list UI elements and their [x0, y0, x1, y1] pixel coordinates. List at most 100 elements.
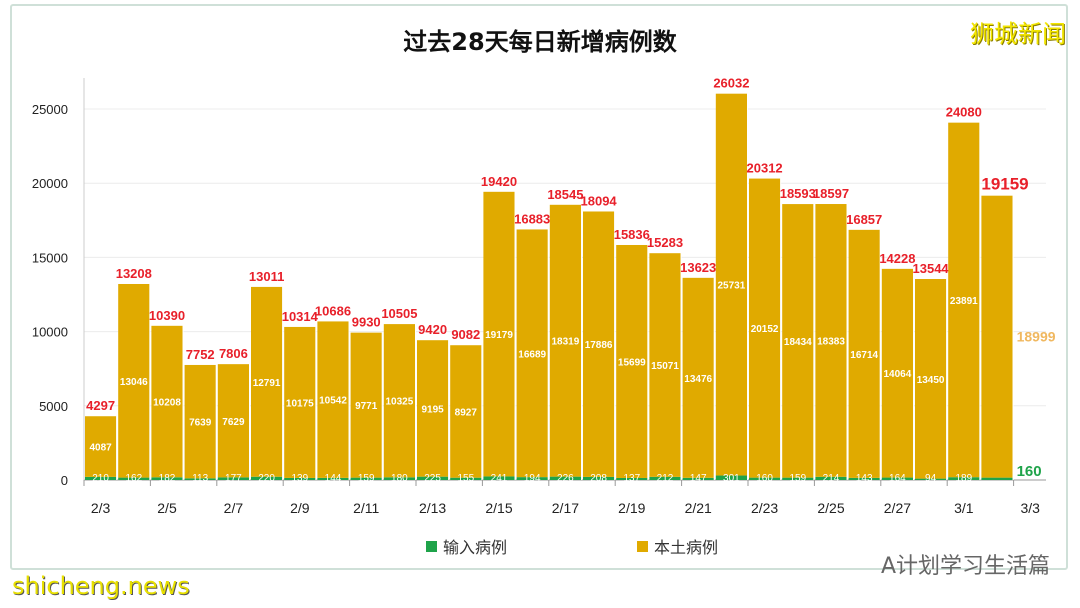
- y-tick-label: 0: [61, 473, 68, 488]
- bar-local: [649, 253, 681, 477]
- bar-imported: [815, 476, 847, 480]
- imported-label: 147: [690, 473, 707, 484]
- bar-local: [483, 191, 515, 477]
- total-label: 7806: [219, 346, 248, 361]
- local-label: 9771: [355, 401, 378, 412]
- y-tick-label: 20000: [32, 176, 68, 191]
- imported-label: 208: [590, 473, 607, 484]
- local-label: 18999: [1017, 329, 1056, 345]
- total-label: 13011: [249, 269, 284, 284]
- total-label: 19420: [481, 174, 517, 189]
- legend-local: 本土病例: [637, 534, 718, 558]
- bar-imported: [483, 476, 515, 480]
- imported-label: 177: [225, 473, 242, 484]
- bar-local: [715, 93, 747, 476]
- bar-imported: [981, 477, 1013, 480]
- bar-imported: [417, 476, 449, 480]
- watermark-account: A计划学习生活篇: [880, 554, 1050, 579]
- total-label: 19159: [981, 175, 1028, 194]
- bar-local: [583, 211, 615, 477]
- local-label: 7639: [189, 418, 212, 429]
- bar-local: [881, 268, 913, 478]
- total-label: 18545: [547, 187, 583, 202]
- imported-label: 113: [192, 473, 208, 484]
- bar-local: [782, 204, 814, 478]
- local-label: 18383: [817, 336, 845, 347]
- bar-local: [682, 277, 714, 478]
- bar-local: [251, 286, 283, 477]
- local-label: 10208: [153, 398, 181, 409]
- x-tick-label: 2/3: [91, 500, 111, 516]
- imported-label: 189: [955, 473, 972, 484]
- bar-local: [815, 204, 847, 477]
- bar-local: [217, 364, 249, 478]
- x-tick-label: 3/1: [954, 500, 974, 516]
- bar-imported: [383, 477, 415, 480]
- bar-local: [749, 178, 781, 478]
- imported-label: 241: [491, 473, 508, 484]
- bar-local: [549, 204, 581, 477]
- bar-imported: [450, 477, 482, 480]
- imported-label: 210: [92, 473, 109, 484]
- total-label: 18597: [813, 186, 849, 201]
- bar-imported: [284, 477, 316, 480]
- bar-imported: [184, 478, 216, 480]
- bar-imported: [85, 476, 117, 480]
- imported-label: 162: [125, 473, 142, 484]
- local-label: 18434: [784, 337, 812, 348]
- total-label: 10686: [315, 303, 351, 318]
- total-label: 4297: [86, 398, 115, 413]
- bar-imported: [948, 477, 980, 480]
- bar-imported: [151, 477, 183, 480]
- bar-imported: [848, 477, 880, 480]
- local-label: 16714: [850, 350, 878, 361]
- local-label: 18319: [551, 337, 579, 348]
- bar-imported: [583, 476, 615, 480]
- legend-label-local: 本土病例: [654, 538, 719, 557]
- imported-label: 160: [756, 473, 773, 484]
- bar-imported: [881, 477, 913, 480]
- imported-label: 214: [823, 473, 840, 484]
- imported-label: 194: [524, 473, 541, 484]
- bar-local: [948, 122, 980, 478]
- x-tick-label: 2/25: [817, 500, 844, 516]
- local-label: 12791: [253, 378, 281, 389]
- imported-label: 159: [358, 473, 375, 484]
- bar-local: [350, 332, 382, 478]
- imported-label: 155: [457, 473, 474, 484]
- total-label: 26032: [713, 76, 749, 91]
- total-label: 13544: [913, 261, 950, 276]
- local-label: 23891: [950, 296, 978, 307]
- x-tick-label: 2/7: [224, 500, 244, 516]
- bar-imported: [782, 477, 814, 480]
- x-tick-label: 2/9: [290, 500, 310, 516]
- imported-label: 143: [856, 473, 873, 484]
- bar-imported: [682, 477, 714, 480]
- total-label: 16857: [846, 212, 882, 227]
- total-label: 15836: [614, 227, 650, 242]
- bar-imported: [715, 475, 747, 480]
- total-label: 9082: [451, 327, 480, 342]
- legend-swatch-local: [637, 540, 648, 552]
- local-label: 9195: [421, 404, 444, 415]
- local-label: 19179: [485, 330, 513, 341]
- y-tick-label: 15000: [32, 250, 68, 265]
- bar-local: [981, 195, 1013, 478]
- total-label: 20312: [747, 161, 783, 176]
- x-tick-label: 2/19: [618, 500, 645, 516]
- imported-label: 225: [424, 473, 441, 484]
- total-label: 10390: [149, 308, 185, 323]
- imported-label: 180: [391, 473, 408, 484]
- total-label: 18094: [581, 193, 618, 208]
- total-label: 10505: [381, 306, 417, 321]
- local-label: 7629: [222, 417, 245, 428]
- total-label: 18593: [780, 186, 816, 201]
- total-label: 14228: [879, 251, 915, 266]
- x-tick-label: 3/3: [1020, 500, 1040, 516]
- total-label: 16883: [514, 211, 550, 226]
- imported-label: 137: [623, 473, 640, 484]
- total-label: 9420: [418, 322, 447, 337]
- local-label: 13450: [917, 375, 945, 386]
- bar-imported: [350, 477, 382, 480]
